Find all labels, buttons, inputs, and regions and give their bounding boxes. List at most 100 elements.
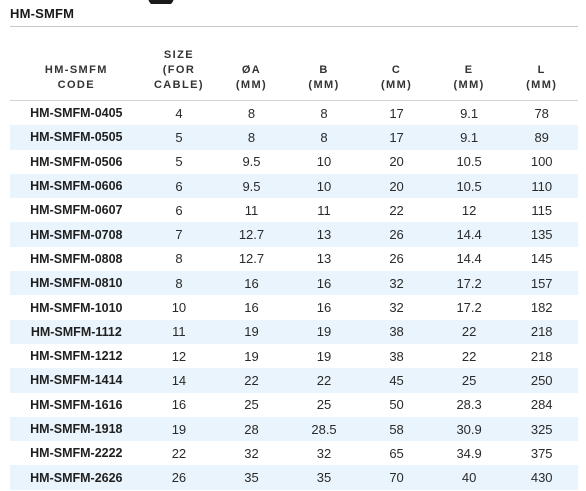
e-cell: 34.9 — [456, 445, 482, 461]
diameter-a-cell: 28 — [215, 416, 288, 442]
header-line-1: HM-SMFM — [44, 64, 108, 76]
b-cell: 22 — [287, 368, 361, 393]
table-row: HM-SMFM-0506 5 9.5 10 20 10.5 100 — [10, 150, 578, 174]
b-cell: 10 — [287, 173, 361, 199]
size-cell: 5 — [142, 125, 216, 150]
b-cell: 16 — [287, 271, 361, 296]
table-row: HM-SMFM-1112 11 19 19 38 22 218 — [10, 319, 578, 344]
table-row: HM-SMFM-0708 7 12.7 13 26 14.4 135 — [10, 222, 578, 247]
table-row: HM-SMFM-0505 5 8 8 17 9.1 89 — [10, 125, 578, 150]
size-cell: 4 — [175, 105, 183, 121]
size-cell: 10 — [171, 300, 187, 316]
header-line-2: (MM) — [380, 79, 413, 91]
l-cell: 430 — [505, 465, 578, 490]
e-cell: 9.1 — [432, 125, 506, 150]
e-cell: 30.9 — [432, 416, 506, 442]
title-divider — [10, 26, 578, 27]
table-row: HM-SMFM-0606 6 9.5 10 20 10.5 110 — [10, 173, 578, 199]
code-cell: HM-SMFM-1010 — [30, 300, 123, 315]
size-cell: 8 — [142, 271, 216, 296]
header-line-2: (MM) — [235, 79, 268, 91]
l-cell: 110 — [505, 173, 578, 199]
size-cell: 8 — [175, 251, 183, 267]
header-line-2: (MM) — [308, 79, 340, 91]
b-cell: 8 — [320, 105, 328, 121]
b-cell: 25 — [316, 397, 332, 413]
c-cell: 20 — [360, 173, 433, 199]
diameter-a-cell: 12.7 — [238, 251, 265, 267]
code-cell: HM-SMFM-1414 — [10, 368, 143, 393]
spec-table: HM-SMFM CODE SIZE (FOR CABLE) ØA (MM) B (MM) C (M… — [10, 44, 578, 490]
c-cell: 20 — [389, 154, 404, 170]
size-cell: 22 — [171, 445, 187, 461]
c-cell: 22 — [389, 202, 404, 218]
table-row: HM-SMFM-1616 16 25 25 50 28.3 284 — [10, 393, 578, 417]
code-cell: HM-SMFM-1212 — [30, 349, 123, 364]
header-line-1: SIZE — [163, 49, 194, 61]
header-row: HM-SMFM CODE SIZE (FOR CABLE) ØA (MM) B (MM) C (M… — [10, 44, 578, 101]
e-cell: 10.5 — [456, 154, 482, 170]
b-cell: 35 — [287, 465, 361, 490]
l-cell: 100 — [530, 154, 553, 170]
l-cell: 375 — [530, 445, 553, 461]
e-cell: 40 — [432, 465, 506, 490]
b-cell: 11 — [317, 202, 331, 218]
l-cell: 218 — [530, 348, 553, 364]
code-cell: HM-SMFM-2626 — [10, 465, 143, 490]
header-l: L (MM) — [505, 44, 578, 101]
header-line-1: E — [464, 64, 474, 76]
code-cell: HM-SMFM-1112 — [10, 319, 143, 344]
code-cell: HM-SMFM-2222 — [30, 446, 123, 461]
b-cell: 16 — [316, 300, 332, 316]
diameter-a-cell: 16 — [215, 271, 288, 296]
c-cell: 17 — [360, 125, 433, 150]
b-cell: 19 — [287, 319, 361, 344]
l-cell: 115 — [531, 202, 553, 218]
c-cell: 38 — [360, 319, 433, 344]
size-cell: 11 — [142, 319, 216, 344]
l-cell: 135 — [505, 222, 578, 247]
l-cell: 145 — [530, 251, 553, 267]
diameter-a-cell: 22 — [215, 368, 288, 393]
c-cell: 26 — [360, 222, 433, 247]
spec-table-header: HM-SMFM CODE SIZE (FOR CABLE) ØA (MM) B (MM) C (M… — [10, 44, 578, 101]
b-cell: 13 — [316, 251, 332, 267]
code-cell: HM-SMFM-0808 — [30, 251, 123, 266]
code-cell: HM-SMFM-0607 — [30, 203, 123, 218]
table-row: HM-SMFM-0607 6 11 11 22 12 115 — [10, 198, 578, 222]
c-cell: 38 — [389, 348, 404, 364]
code-cell: HM-SMFM-0810 — [10, 271, 143, 296]
e-cell: 22 — [432, 319, 506, 344]
size-cell: 14 — [142, 368, 216, 393]
e-cell: 17.2 — [432, 271, 506, 296]
table-row: HM-SMFM-2222 22 32 32 65 34.9 375 — [10, 441, 578, 465]
header-line-2: (FOR CABLE) — [153, 64, 204, 91]
c-cell: 65 — [389, 445, 404, 461]
size-cell: 6 — [175, 202, 183, 218]
e-cell: 22 — [461, 348, 477, 364]
diameter-a-cell: 9.5 — [242, 154, 261, 170]
e-cell: 9.1 — [460, 105, 479, 121]
e-cell: 14.4 — [432, 222, 506, 247]
table-row: HM-SMFM-1918 19 28 28.5 58 30.9 325 — [10, 416, 578, 442]
header-diameter-a: ØA (MM) — [215, 44, 288, 101]
e-cell: 10.5 — [432, 173, 506, 199]
table-row: HM-SMFM-0810 8 16 16 32 17.2 157 — [10, 271, 578, 296]
l-cell: 78 — [534, 105, 549, 121]
c-cell: 26 — [389, 251, 404, 267]
e-cell: 28.3 — [456, 397, 482, 413]
header-line-2: (MM) — [453, 79, 485, 91]
diameter-a-cell: 8 — [247, 105, 256, 121]
table-row: HM-SMFM-0405 4 8 8 17 9.1 78 — [10, 101, 578, 126]
l-cell: 284 — [530, 397, 553, 413]
code-cell: HM-SMFM-0405 — [30, 106, 123, 121]
diameter-a-cell: 32 — [244, 445, 259, 461]
e-cell: 14.4 — [456, 251, 482, 267]
b-cell: 10 — [316, 154, 332, 170]
c-cell: 58 — [360, 416, 433, 442]
section-title: HM-SMFM — [10, 6, 75, 21]
code-cell: HM-SMFM-1918 — [10, 416, 143, 442]
e-cell: 12 — [461, 202, 477, 218]
table-row: HM-SMFM-0808 8 12.7 13 26 14.4 145 — [10, 247, 578, 271]
b-cell: 13 — [287, 222, 361, 247]
